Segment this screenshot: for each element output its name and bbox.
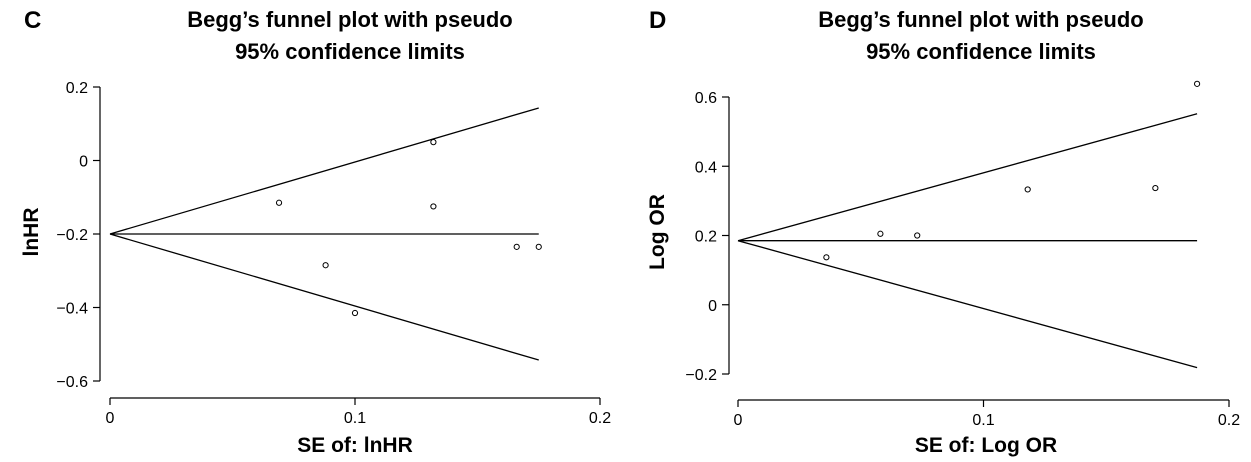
panel-c-plot-area: −0.6 −0.4 −0.2 0 0.2 0 0.1 0.2: [56, 80, 611, 427]
panel-d-y-tick-label: −0.2: [685, 367, 717, 384]
panel-c-study-point: [535, 243, 542, 250]
panel-d-y-axis-label: Log OR: [646, 194, 669, 270]
panel-c-x-tick-label: 0.2: [589, 410, 611, 427]
panel-d-y-tick-label: 0: [708, 298, 717, 315]
panel-d-x-tick-label: 0.1: [972, 412, 994, 429]
panel-c-title-line-1: Begg’s funnel plot with pseudo: [187, 7, 513, 32]
panel-c-study-point: [351, 309, 359, 317]
panel-c-y-tick-label: −0.4: [56, 301, 88, 318]
panel-c-x-axis-label: SE of: lnHR: [297, 434, 413, 457]
panel-c-x-tick-label: 0.1: [344, 410, 366, 427]
panel-d-x-axis-label: SE of: Log OR: [915, 434, 1057, 457]
panel-d-y-tick-label: 0.2: [695, 229, 717, 246]
panel-d-title-line-1: Begg’s funnel plot with pseudo: [818, 7, 1144, 32]
panel-d-y-tick-label: 0.4: [695, 159, 717, 176]
panel-c-letter: C: [24, 7, 41, 34]
panel-d-x-tick-label: 0: [734, 412, 743, 429]
panel-d-y-tick-label: 0.6: [695, 90, 717, 107]
panel-d-letter: D: [649, 7, 666, 34]
panel-d-study-point: [877, 230, 884, 237]
panel-d-lower-confidence-limit: [737, 240, 1198, 369]
panel-d-x-tick-label: 0.2: [1218, 412, 1240, 429]
panel-c-study-point: [430, 139, 437, 146]
panel-d-study-point: [823, 254, 830, 261]
panel-c-x-tick-label: 0: [106, 410, 115, 427]
panel-d-upper-confidence-limit: [737, 113, 1198, 242]
panel-c: C Begg’s funnel plot with pseudo 95% con…: [20, 7, 611, 457]
panel-c-title-line-2: 95% confidence limits: [235, 39, 465, 64]
panel-c-y-axis-label: lnHR: [20, 208, 43, 257]
panel-d-study-point: [1024, 186, 1031, 193]
panel-d-title-line-2: 95% confidence limits: [866, 39, 1096, 64]
panel-c-y-tick-label: 0.2: [66, 80, 88, 97]
panel-d-study-point: [1152, 184, 1159, 192]
panel-c-y-tick-label: 0: [79, 154, 88, 171]
panel-c-study-point: [322, 262, 329, 269]
panel-d-plot-area: −0.2 0 0.2 0.4 0.6 0 0.1 0.2: [685, 80, 1240, 429]
panel-c-study-point: [430, 203, 437, 210]
panel-d: D Begg’s funnel plot with pseudo 95% con…: [646, 7, 1240, 457]
panel-c-y-tick-label: −0.6: [56, 374, 88, 391]
panel-c-lower-confidence-limit: [109, 233, 539, 361]
panel-c-study-point: [275, 199, 283, 206]
panel-d-study-point: [1193, 80, 1201, 87]
panel-c-upper-confidence-limit: [109, 107, 539, 235]
panel-d-study-point: [914, 232, 921, 239]
panel-c-study-point: [513, 243, 520, 250]
panel-c-y-tick-label: −0.2: [56, 227, 88, 244]
